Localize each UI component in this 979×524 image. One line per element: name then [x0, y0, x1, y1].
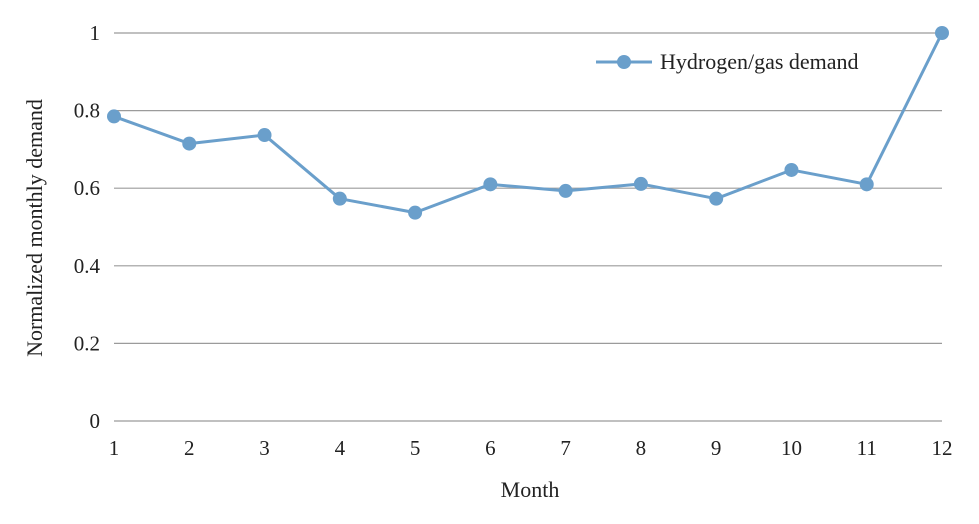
- data-point-month-12: [935, 26, 949, 40]
- y-tick-label: 0.8: [74, 99, 100, 123]
- data-point-month-3: [257, 128, 272, 143]
- legend: Hydrogen/gas demand: [596, 49, 859, 74]
- x-tick-label: 9: [711, 436, 722, 460]
- x-tick-label: 7: [560, 436, 571, 460]
- legend-marker: [617, 55, 631, 69]
- data-point-month-4: [332, 191, 347, 206]
- y-tick-label: 0: [90, 409, 101, 433]
- data-point-month-1: [107, 109, 121, 124]
- data-point-month-7: [558, 183, 573, 198]
- x-tick-label: 3: [259, 436, 270, 460]
- x-tick-label: 5: [410, 436, 421, 460]
- data-point-month-8: [633, 176, 648, 191]
- x-tick-label: 8: [636, 436, 647, 460]
- y-tick-label: 0.2: [74, 331, 100, 355]
- data-point-month-9: [709, 191, 724, 206]
- y-axis-ticks: 0 0.2 0.4 0.6 0.8 1: [74, 21, 101, 433]
- x-tick-label: 6: [485, 436, 496, 460]
- y-tick-label: 0.6: [74, 176, 100, 200]
- x-tick-label: 11: [857, 436, 877, 460]
- data-point-month-5: [408, 205, 423, 220]
- y-tick-label: 0.4: [74, 254, 101, 278]
- x-axis-ticks: 1 2 3 4 5 6 7 8 9 10 11 12: [109, 436, 953, 460]
- x-tick-label: 10: [781, 436, 802, 460]
- series-line-0: [113, 32, 944, 215]
- data-point-month-6: [483, 177, 498, 192]
- y-tick-label: 1: [90, 21, 101, 45]
- x-tick-label: 1: [109, 436, 120, 460]
- data-point-month-2: [182, 136, 197, 151]
- data-point-month-11: [859, 177, 874, 192]
- x-tick-label: 4: [335, 436, 346, 460]
- x-tick-label: 12: [932, 436, 953, 460]
- x-axis-title: Month: [501, 477, 560, 502]
- x-tick-label: 2: [184, 436, 195, 460]
- legend-label: Hydrogen/gas demand: [660, 49, 859, 74]
- data-point-month-10: [784, 162, 799, 177]
- series-layer: [107, 26, 949, 220]
- y-axis-title: Normalized monthly demand: [22, 99, 47, 357]
- gridlines: [114, 32, 942, 422]
